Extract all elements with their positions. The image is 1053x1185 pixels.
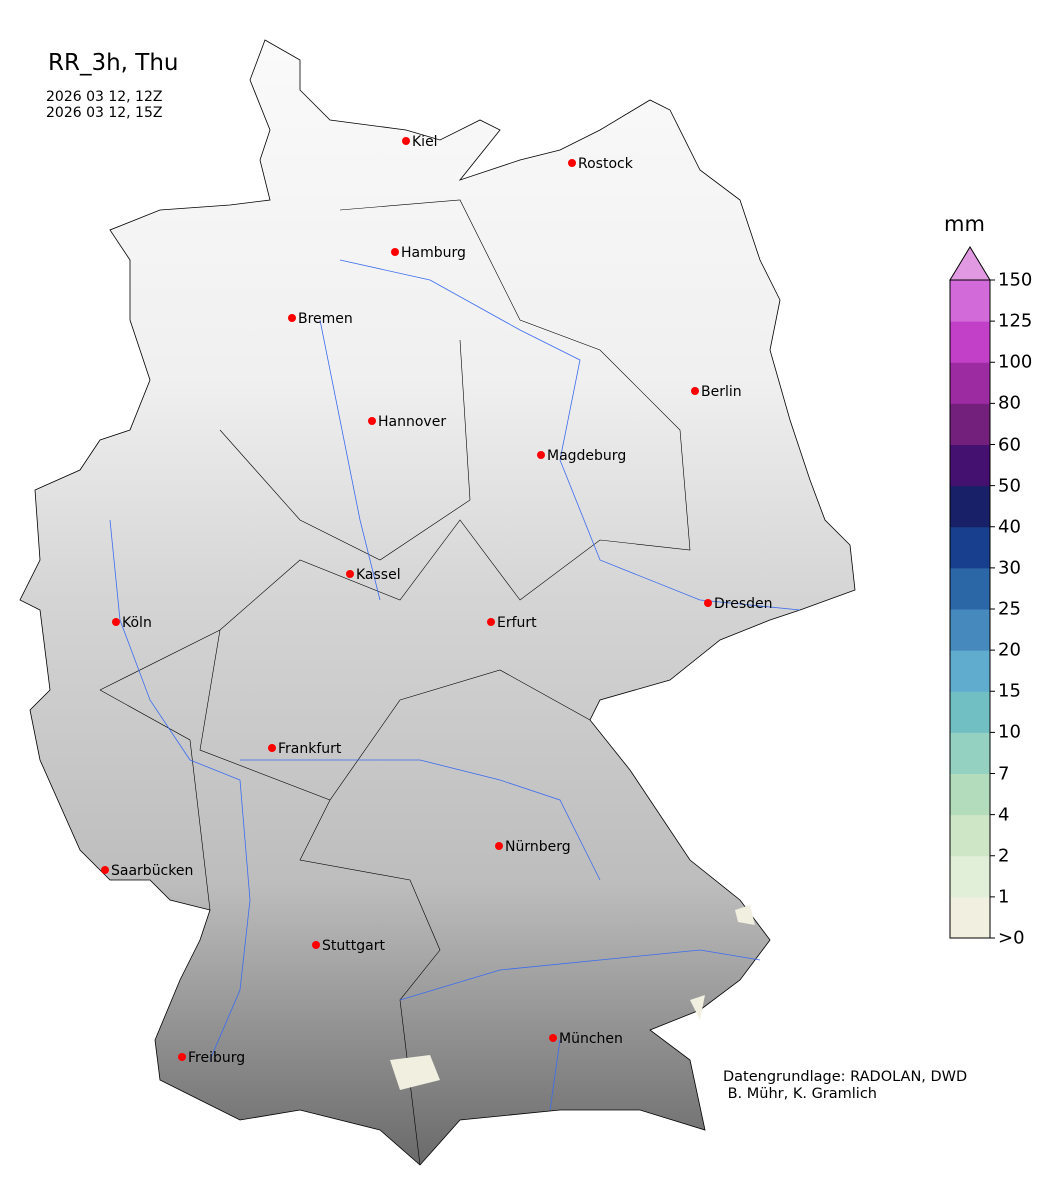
city-label: Dresden [714,596,773,612]
city-marker [568,159,576,167]
city-marker [312,941,320,949]
city-label: Köln [122,615,152,631]
city-label: Rostock [578,156,634,172]
city-marker [268,744,276,752]
city-marker [537,451,545,459]
colorbar-extend-arrow [949,246,991,281]
credit-line-1: Datengrundlage: RADOLAN, DWD [723,1069,968,1085]
colorbar-tick-label: 150 [998,269,1033,291]
city-label: Magdeburg [547,448,626,464]
city-marker [391,248,399,256]
colorbar-segment [950,609,990,651]
city-label: Saarbücken [111,863,193,879]
colorbar [949,246,995,939]
rivers [109,259,801,1111]
colorbar-segment [950,444,990,487]
colorbar-tick-label: 4 [998,804,1010,826]
city-label: Hamburg [401,245,466,261]
map-title: RR_3h, Thu [48,50,179,76]
city-marker [402,137,410,145]
valid-from: 2026 03 12, 12Z [46,89,163,105]
city-marker [487,618,495,626]
city-label: Freiburg [188,1050,245,1066]
state-borders [99,199,691,1166]
valid-to: 2026 03 12, 15Z [46,105,163,121]
colorbar-segment [950,362,990,404]
colorbar-segment [950,814,990,857]
colorbar-segment [950,896,990,939]
city-marker [495,842,503,850]
city-marker [178,1053,186,1061]
colorbar-tick-label: 125 [998,310,1033,332]
precip-patches [390,905,755,1090]
city-marker [288,314,296,322]
colorbar-segment [950,855,990,898]
colorbar-tick-label: 40 [998,516,1021,538]
city-marker [101,866,109,874]
colorbar-tick-label: 50 [998,475,1021,497]
colorbar-tick-label: 30 [998,557,1021,579]
colorbar-segment [950,773,990,816]
colorbar-tick-label: >0 [998,927,1025,949]
city-label: Stuttgart [322,938,385,954]
city-marker [368,417,376,425]
city-marker [691,387,699,395]
city-marker [704,599,712,607]
city-marker [112,618,120,626]
city-label: Kiel [412,134,438,150]
colorbar-unit: mm [944,212,985,236]
colorbar-segment [950,485,990,528]
colorbar-tick-label: 1 [998,886,1010,908]
colorbar-tick-label: 7 [998,763,1010,784]
colorbar-segment [950,567,990,610]
city-label: Hannover [378,414,446,430]
city-label: Berlin [701,384,742,400]
city-label: München [559,1031,623,1047]
colorbar-segment [950,650,990,692]
colorbar-segment [950,403,990,445]
city-label: Kassel [356,567,401,583]
city-label: Frankfurt [278,741,342,757]
city-marker [549,1034,557,1042]
credit-line-2: B. Mühr, K. Gramlich [723,1086,877,1102]
city-label: Nürnberg [505,839,571,855]
colorbar-tick-label: 10 [998,721,1021,743]
colorbar-tick-label: 80 [998,392,1021,414]
colorbar-segment [950,526,990,569]
colorbar-tick-label: 100 [998,351,1033,373]
credit: Datengrundlage: RADOLAN, DWD B. Mühr, K.… [723,1069,967,1103]
colorbar-tick-label: 60 [998,434,1021,455]
city-marker [346,570,354,578]
colorbar-tick-label: 25 [998,598,1021,620]
colorbar-tick-label: 2 [998,845,1010,867]
colorbar-tick-label: 15 [998,680,1021,702]
colorbar-segment [950,321,990,363]
colorbar-segment [950,691,990,733]
colorbar-tick-label: 20 [998,639,1021,661]
colorbar-segment [950,280,990,322]
colorbar-segment [950,732,990,774]
germany-outline [19,39,856,1166]
city-label: Erfurt [497,615,537,631]
city-label: Bremen [298,311,353,327]
city-markers: Kiel Rostock Hamburg Bremen Berlin Hannover Ma… [101,134,773,1066]
